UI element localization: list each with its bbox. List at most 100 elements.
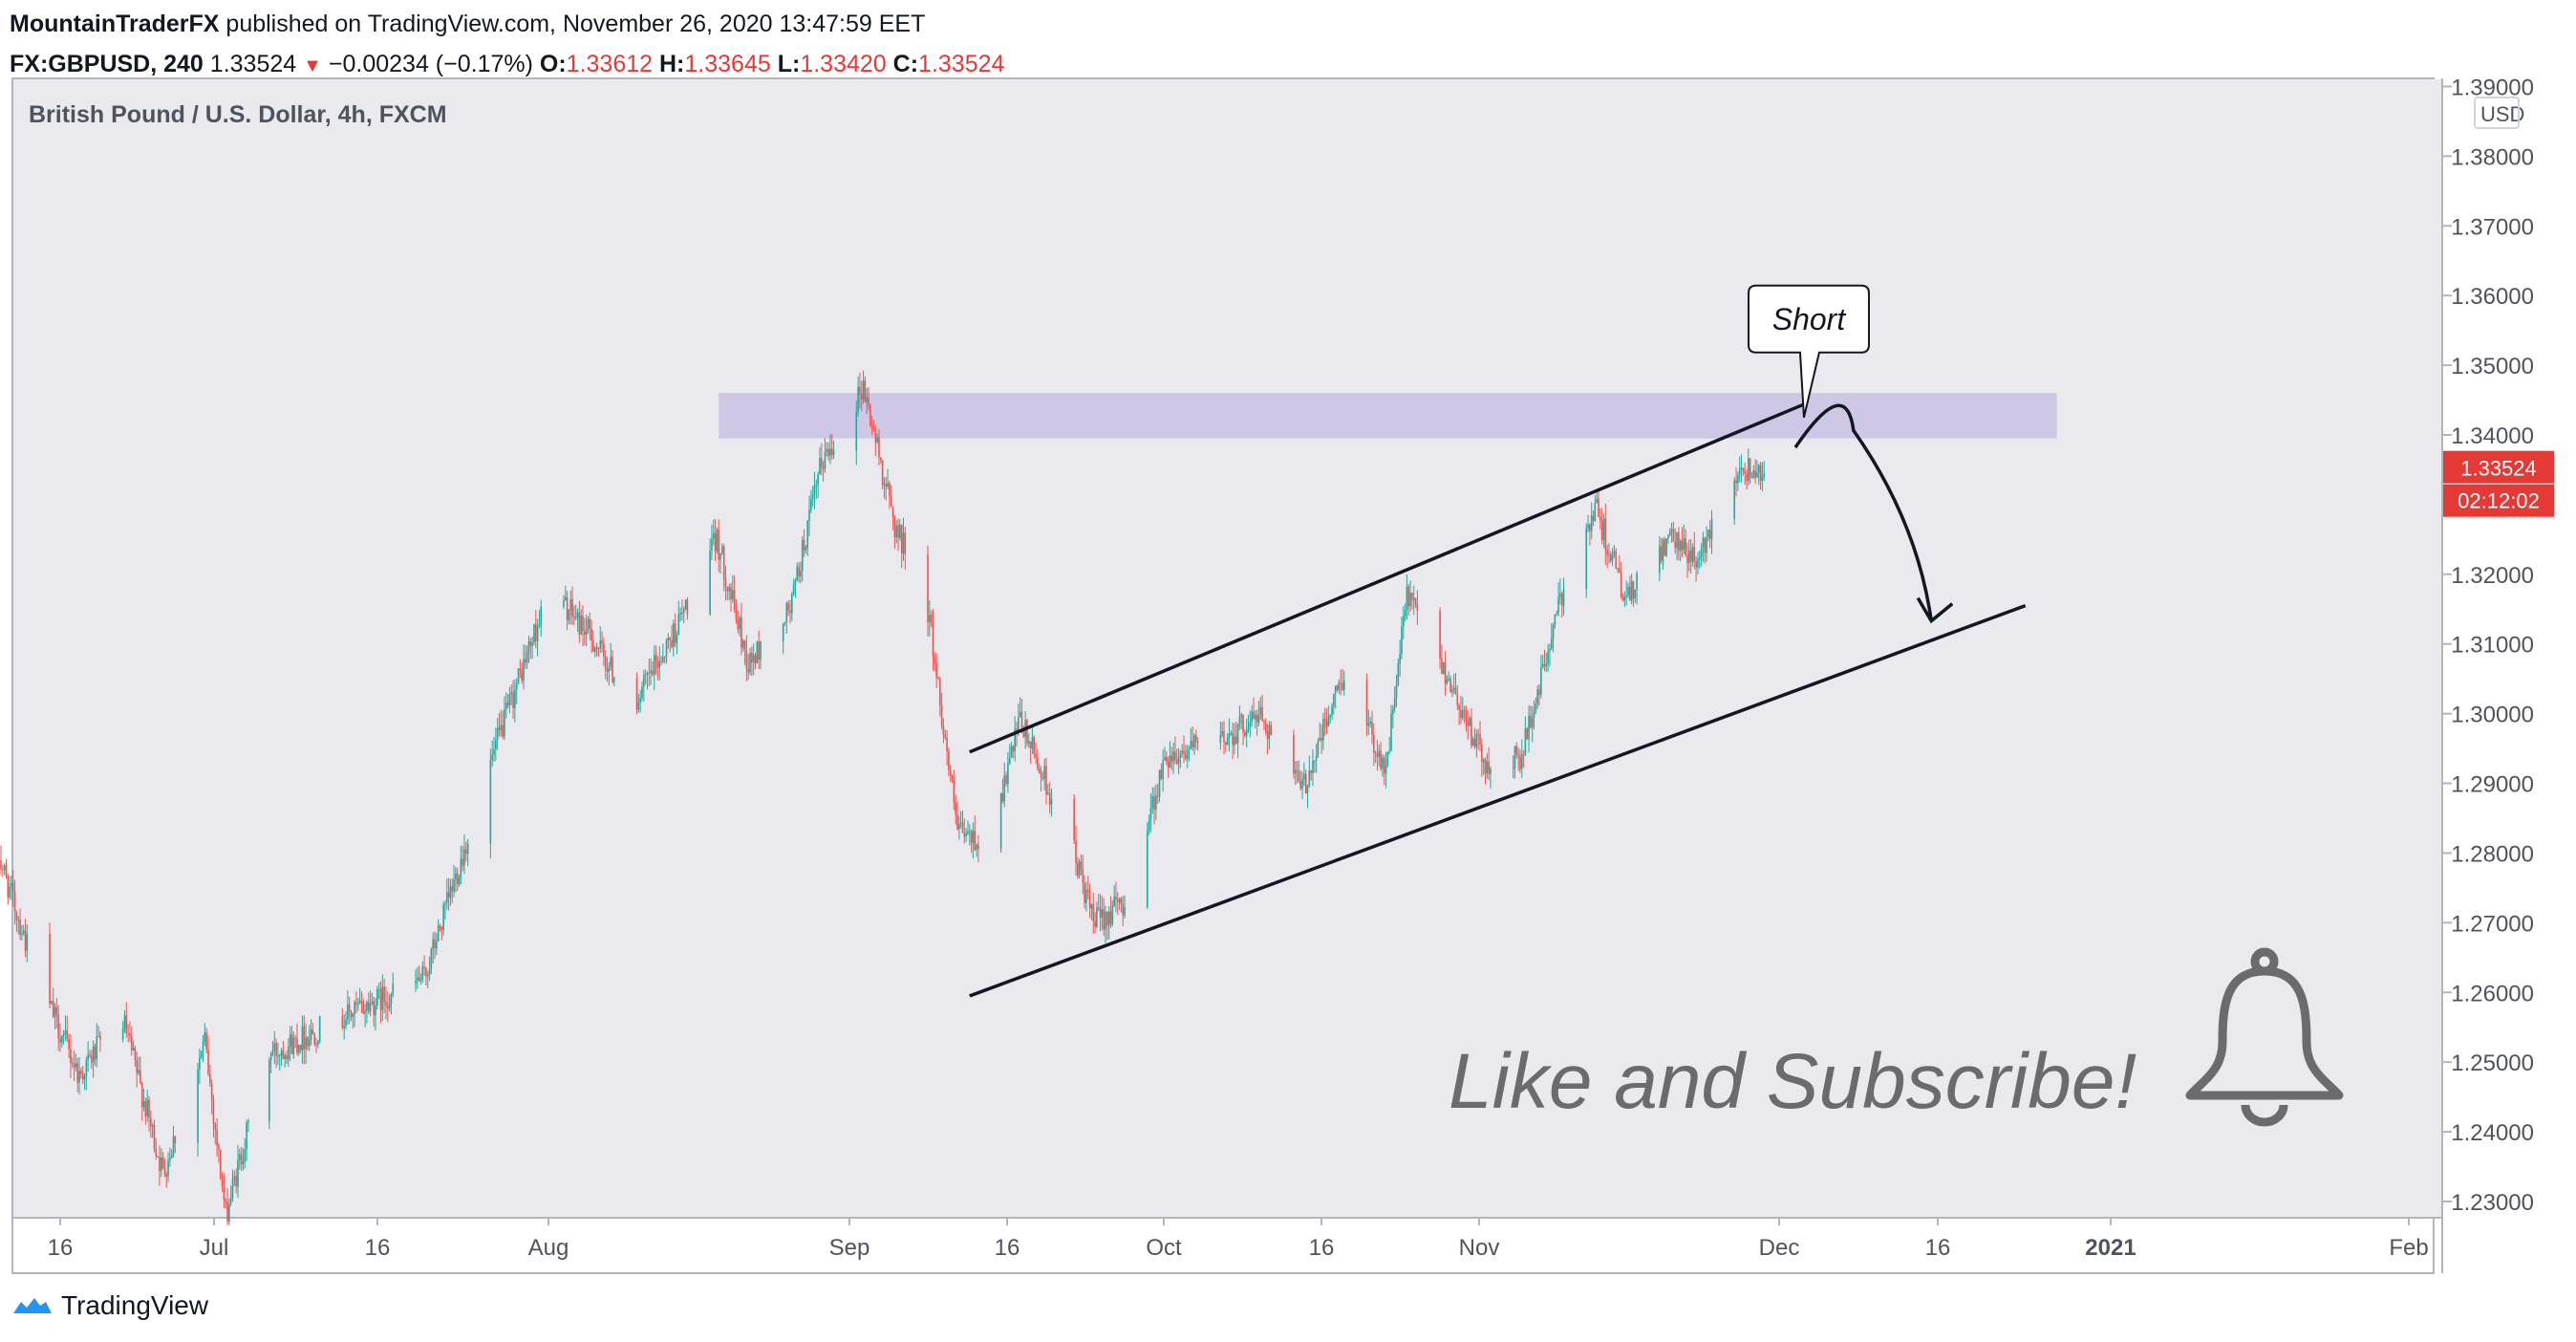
- candle-body: [787, 602, 789, 611]
- candle-body: [11, 882, 14, 892]
- candle-body: [169, 1158, 171, 1161]
- candle-body: [568, 610, 570, 620]
- candle-body: [1672, 529, 1675, 542]
- candle-body: [247, 1120, 249, 1123]
- candle-body: [197, 1069, 199, 1144]
- candle-body: [49, 933, 51, 1005]
- candle-body: [724, 579, 727, 588]
- candle-body: [155, 1148, 158, 1157]
- price-tick-label: 1.38000: [2451, 144, 2534, 170]
- candle-body: [1245, 729, 1248, 736]
- candle-body: [1698, 557, 1701, 560]
- candle-body: [425, 967, 427, 977]
- candle-body: [1547, 651, 1549, 664]
- candle-body: [1124, 907, 1126, 916]
- candle-body: [1439, 611, 1441, 659]
- candle-body: [1177, 757, 1180, 764]
- candle-body: [1406, 586, 1408, 610]
- candle-body: [1185, 753, 1187, 759]
- candle-body: [869, 405, 871, 426]
- candle-body: [801, 539, 804, 572]
- candle-body: [1080, 861, 1083, 870]
- candle-body: [1479, 734, 1481, 746]
- candle-body: [953, 780, 955, 803]
- publish-info: MountainTraderFX published on TradingVie…: [10, 10, 2566, 38]
- candle-body: [1296, 769, 1299, 771]
- candle-body: [1383, 757, 1385, 774]
- tradingview-logo-icon[interactable]: [11, 1294, 54, 1317]
- candle-body: [728, 587, 730, 592]
- currency-label[interactable]: USD: [2480, 102, 2524, 126]
- last-price-badge: [2443, 450, 2554, 484]
- candle-body: [890, 496, 892, 507]
- candle-body: [1386, 751, 1389, 766]
- candle-body: [444, 902, 446, 905]
- candle-body: [1524, 727, 1527, 755]
- candle-body: [1636, 573, 1638, 590]
- candle-body: [426, 975, 429, 977]
- candle-body: [1740, 467, 1743, 469]
- candle-body: [1048, 792, 1051, 805]
- candle-body: [929, 615, 931, 623]
- candle-body: [76, 1063, 79, 1083]
- time-axis[interactable]: 16 Jul 16 Aug Sep 16 Oct 16 Nov Dec 16 2021 Feb: [48, 1218, 2429, 1261]
- candle-body: [1742, 467, 1745, 471]
- candle-body: [1399, 654, 1401, 664]
- symbol-label[interactable]: FX:GBPUSD, 240: [10, 51, 204, 77]
- candle-body: [273, 1042, 276, 1051]
- candle-body: [819, 458, 821, 475]
- author-name[interactable]: MountainTraderFX: [10, 11, 220, 37]
- candle-body: [1084, 883, 1085, 903]
- candle-body: [239, 1154, 241, 1160]
- candle-body: [57, 1014, 59, 1039]
- candle-body: [204, 1032, 206, 1042]
- candle-body: [1259, 706, 1262, 716]
- candle-body: [1630, 581, 1633, 601]
- candle-body: [89, 1054, 91, 1056]
- candle-body: [1749, 458, 1751, 478]
- candle-body: [508, 694, 511, 705]
- candle-body: [1560, 594, 1563, 606]
- candle-body: [1679, 541, 1682, 552]
- candle-body: [1299, 780, 1302, 789]
- candle-body: [1012, 746, 1015, 751]
- bell-icon[interactable]: [2185, 947, 2344, 1127]
- candle-body: [1294, 769, 1297, 774]
- candle-body: [1327, 717, 1330, 726]
- candle-body: [805, 547, 807, 551]
- candle-body: [872, 428, 875, 432]
- candle-body: [1599, 516, 1601, 521]
- candle-body: [1475, 733, 1478, 747]
- candle-body: [1022, 730, 1025, 738]
- candle-body: [1609, 554, 1612, 561]
- candle-body: [447, 892, 450, 898]
- candle-body: [824, 451, 826, 469]
- time-tick-label: 2021: [2085, 1235, 2136, 1261]
- candle-body: [5, 865, 8, 877]
- candle-body: [587, 618, 590, 630]
- candle-body: [1169, 755, 1171, 768]
- candle-body: [1333, 693, 1335, 706]
- candle-body: [817, 474, 819, 485]
- candle-body: [902, 532, 905, 554]
- candle-body: [1234, 736, 1237, 744]
- candle-body: [70, 1049, 72, 1064]
- candle-body: [1512, 768, 1514, 769]
- plot-area[interactable]: [13, 79, 2442, 1217]
- candle-body: [1691, 547, 1694, 562]
- candle-body: [1078, 861, 1081, 877]
- candle-body: [1107, 911, 1110, 926]
- candle-body: [373, 1001, 375, 1016]
- candle-body: [1264, 722, 1267, 732]
- candle-body: [297, 1045, 300, 1053]
- candle-body: [225, 1200, 227, 1202]
- tradingview-brand[interactable]: TradingView: [61, 1290, 209, 1320]
- candle-body: [1700, 548, 1703, 558]
- price-axis[interactable]: 1.39000 1.38000 1.37000 1.36000 1.35000 1.340…: [2442, 75, 2554, 1216]
- last-price-label: 1.33524: [2460, 457, 2537, 481]
- candle-body: [1365, 680, 1368, 726]
- candle-body: [268, 1059, 270, 1121]
- candle-body: [533, 623, 535, 643]
- candle-body: [637, 702, 640, 710]
